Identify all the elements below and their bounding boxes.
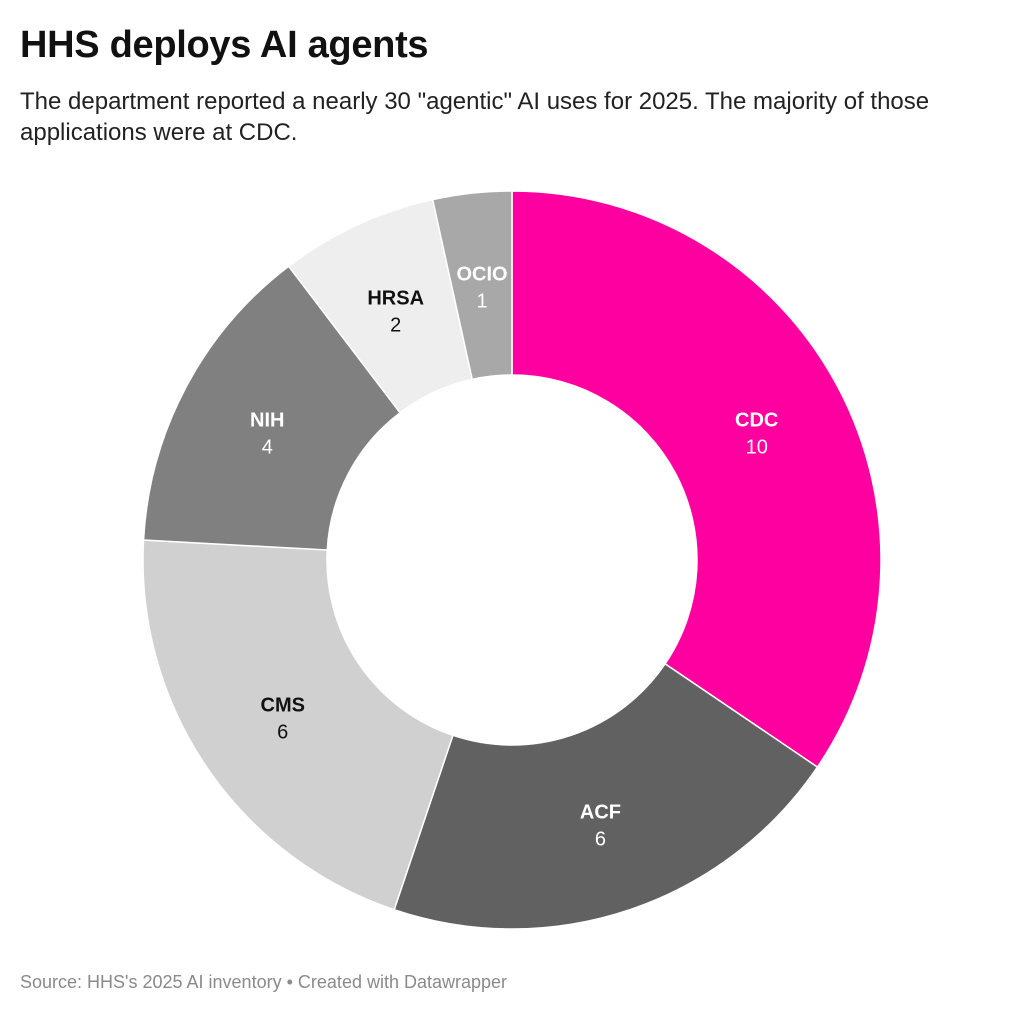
slice-ocio[interactable] xyxy=(431,190,513,381)
slice-value-nih: 4 xyxy=(262,436,273,458)
chart-subtitle: The department reported a nearly 30 "age… xyxy=(20,88,930,146)
footer-separator: • xyxy=(286,972,293,992)
slice-label-ocio: OCIO xyxy=(456,264,507,286)
donut-chart: CDC 10 ACF 6 CMS 6 NIH 4 HRSA 2 OCIO 1 xyxy=(142,190,882,930)
source-note: Source: HHS's 2025 AI inventory xyxy=(20,972,282,992)
slice-value-hrsa: 2 xyxy=(390,315,401,337)
slice-label-nih: NIH xyxy=(250,409,284,431)
slice-nih[interactable] xyxy=(142,265,402,551)
slice-value-ocio: 1 xyxy=(476,291,487,313)
slice-label-cdc: CDC xyxy=(735,409,778,431)
slice-cms[interactable] xyxy=(142,539,454,911)
chart-title: HHS deploys AI agents xyxy=(20,24,429,66)
slice-cdc[interactable] xyxy=(511,190,882,769)
slice-value-acf: 6 xyxy=(595,828,606,850)
slice-acf[interactable] xyxy=(393,662,819,930)
slice-label-hrsa: HRSA xyxy=(367,288,424,310)
slice-label-cms: CMS xyxy=(261,694,305,716)
slice-label-acf: ACF xyxy=(580,801,621,823)
donut-labels: CDC 10 ACF 6 CMS 6 NIH 4 HRSA 2 OCIO 1 xyxy=(250,264,778,851)
slice-value-cdc: 10 xyxy=(746,436,768,458)
slice-value-cms: 6 xyxy=(277,721,288,743)
chart-footer: Source: HHS's 2025 AI inventory • Create… xyxy=(20,970,507,994)
donut-slices xyxy=(142,190,882,930)
credit-link[interactable]: Created with Datawrapper xyxy=(297,972,508,992)
